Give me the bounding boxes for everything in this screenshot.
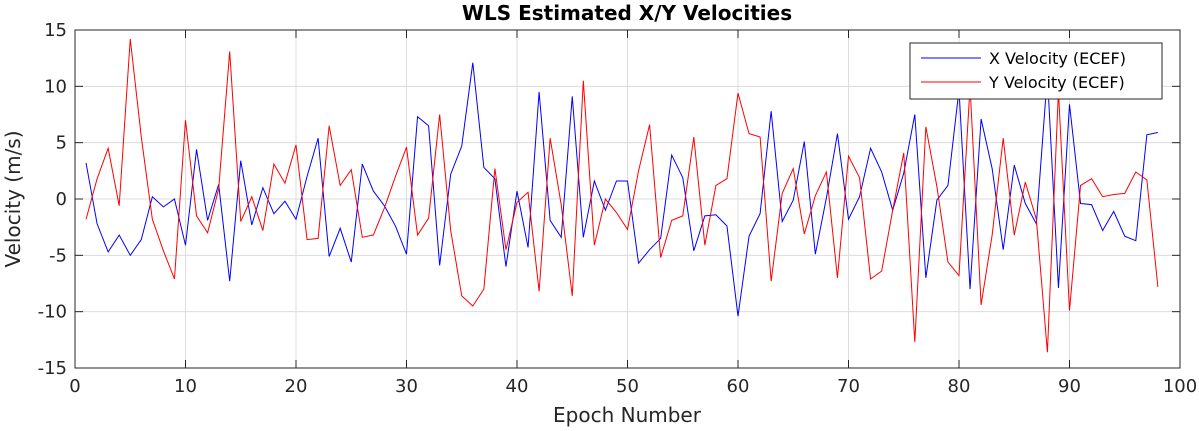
y-tick-label: 15 [44,20,67,41]
x-tick-label: 100 [1163,376,1197,397]
x-tick-label: 80 [948,376,971,397]
y-tick-label: 5 [56,133,67,154]
legend: X Velocity (ECEF) Y Velocity (ECEF) [909,42,1163,100]
x-tick-label: 40 [506,376,529,397]
y-tick-label: 0 [56,189,67,210]
y-tick-label: -10 [38,302,67,323]
x-tick-label: 0 [69,376,80,397]
legend-label-x-velocity: X Velocity (ECEF) [989,49,1126,68]
legend-box [909,42,1163,100]
axis-ticks: 0 10 20 30 40 50 60 70 80 90 100 -15 -10 -5 0 5 10 15 [38,20,1198,397]
y-tick-label: 10 [44,76,67,97]
y-axis-title: Velocity (m/s) [1,130,25,267]
series-line-x-velocity [85,62,1158,317]
x-tick-label: 10 [174,376,197,397]
x-tick-label: 90 [1058,376,1081,397]
y-tick-label: -5 [49,245,67,266]
chart-title: WLS Estimated X/Y Velocities [462,1,792,25]
legend-label-y-velocity: Y Velocity (ECEF) [988,73,1125,92]
x-tick-label: 70 [837,376,860,397]
series-line-y-velocity [85,38,1159,353]
x-tick-label: 30 [395,376,418,397]
x-axis-title: Epoch Number [553,403,702,427]
x-tick-label: 60 [727,376,750,397]
series-lines [85,38,1159,353]
x-tick-label: 50 [616,376,639,397]
y-tick-label: -15 [38,358,67,379]
x-tick-label: 20 [285,376,308,397]
